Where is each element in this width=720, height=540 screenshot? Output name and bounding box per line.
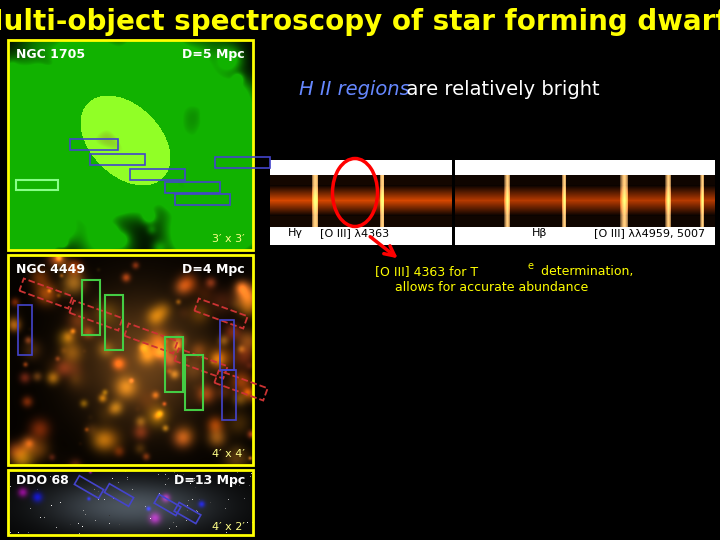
Text: are relatively bright: are relatively bright xyxy=(394,80,600,99)
Text: Hβ: Hβ xyxy=(532,228,548,238)
Bar xyxy=(90,154,145,165)
Bar xyxy=(82,280,100,335)
Text: H II regions: H II regions xyxy=(299,80,410,99)
Text: e: e xyxy=(527,261,533,271)
Bar xyxy=(74,476,104,498)
Text: 4′ x 2′: 4′ x 2′ xyxy=(212,522,245,532)
Bar xyxy=(8,255,253,465)
Bar xyxy=(154,495,181,516)
Bar xyxy=(125,323,178,354)
Bar xyxy=(8,40,253,250)
Bar xyxy=(130,169,185,180)
Text: [O III] 4363 for T: [O III] 4363 for T xyxy=(375,265,478,278)
Text: NGC 1705: NGC 1705 xyxy=(16,48,85,61)
Text: DDO 68: DDO 68 xyxy=(16,474,68,487)
Bar xyxy=(220,320,234,370)
Text: [O III] λ4363: [O III] λ4363 xyxy=(320,228,389,238)
Text: [O III] λλ4959, 5007: [O III] λλ4959, 5007 xyxy=(595,228,706,238)
Bar xyxy=(165,337,183,392)
Bar xyxy=(16,180,58,190)
Bar xyxy=(105,295,123,350)
Bar xyxy=(69,300,122,330)
Bar xyxy=(174,502,201,524)
Text: D=4 Mpc: D=4 Mpc xyxy=(182,263,245,276)
Text: 4′ x 4′: 4′ x 4′ xyxy=(212,449,245,459)
Bar xyxy=(215,157,270,168)
Text: 3′ x 3′: 3′ x 3′ xyxy=(212,234,245,244)
Bar xyxy=(215,370,268,401)
Text: Multi-object spectroscopy of star forming dwarfs: Multi-object spectroscopy of star formin… xyxy=(0,8,720,36)
Bar xyxy=(194,299,248,328)
Bar xyxy=(8,470,253,535)
Bar xyxy=(185,355,203,410)
Text: D=13 Mpc: D=13 Mpc xyxy=(174,474,245,487)
Bar xyxy=(175,194,230,205)
Text: determination,: determination, xyxy=(537,265,634,278)
Text: allows for accurate abundance: allows for accurate abundance xyxy=(395,281,588,294)
Text: D=5 Mpc: D=5 Mpc xyxy=(182,48,245,61)
Bar xyxy=(165,182,220,193)
Bar xyxy=(19,279,73,308)
Bar xyxy=(104,484,134,507)
Text: Hγ: Hγ xyxy=(288,228,303,238)
Bar xyxy=(222,370,236,420)
Bar xyxy=(70,139,118,150)
Bar xyxy=(174,348,228,379)
Text: NGC 4449: NGC 4449 xyxy=(16,263,85,276)
Bar xyxy=(18,305,32,355)
